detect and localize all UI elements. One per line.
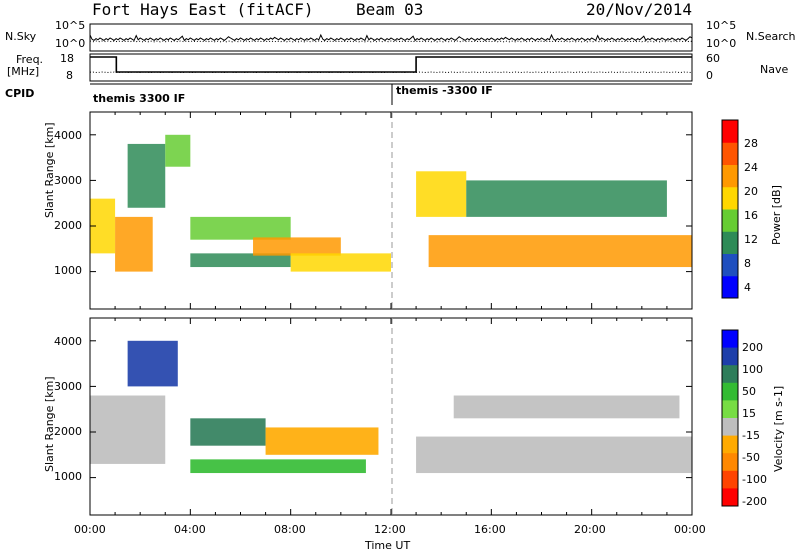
xtick-1600: 16:00 xyxy=(474,523,506,536)
nave-tick-top: 60 xyxy=(706,52,720,65)
vel-cbar-tick-200: 200 xyxy=(742,341,763,354)
velocity-ytick-2000: 2000 xyxy=(54,425,82,438)
nsky-tick-top: 10^5 xyxy=(55,19,86,32)
station-title: Fort Hays East (fitACF) xyxy=(92,0,314,19)
velocity-colorbar-swatch xyxy=(722,400,738,419)
velocity-cell-0 xyxy=(90,395,166,464)
power-ytick-3000: 3000 xyxy=(54,174,82,187)
velocity-heatmap-cells xyxy=(90,340,692,474)
velocity-cell-1 xyxy=(127,340,178,387)
velocity-colorbar-swatch xyxy=(722,365,738,384)
power-colorbar-swatch xyxy=(722,209,738,232)
xtick-1200: 12:00 xyxy=(374,523,406,536)
velocity-colorbar-swatch xyxy=(722,418,738,437)
cpid-mode-2: themis -3300 IF xyxy=(396,84,493,97)
power-cbar-tick-20: 20 xyxy=(744,185,758,198)
power-cell-9 xyxy=(428,235,692,268)
nsky-label: N.Sky xyxy=(5,30,37,43)
velocity-cell-4 xyxy=(190,459,366,474)
power-cell-7 xyxy=(290,253,391,272)
freq-unit-label: [MHz] xyxy=(7,65,40,78)
power-cbar-tick-12: 12 xyxy=(744,233,758,246)
velocity-colorbar-frame xyxy=(721,329,739,507)
freq-trace xyxy=(90,56,692,73)
power-ytick-1000: 1000 xyxy=(54,264,82,277)
velocity-colorbar-label: Velocity [m s-1] xyxy=(772,385,785,472)
power-colorbar-label: Power [dB] xyxy=(770,185,783,245)
velocity-colorbar-swatch xyxy=(722,382,738,401)
xtick-0000-end: 00:00 xyxy=(674,523,706,536)
vel-cbar-tick-minus15: -15 xyxy=(742,429,760,442)
power-ytick-4000: 4000 xyxy=(54,129,82,142)
nsearch-label: N.Search xyxy=(746,30,796,43)
velocity-colorbar-swatch xyxy=(722,470,738,489)
power-heatmap-cells xyxy=(90,134,692,272)
cpid-mode-1: themis 3300 IF xyxy=(93,92,186,105)
nsearch-tick-top: 10^5 xyxy=(706,19,737,32)
power-cell-1 xyxy=(115,216,153,272)
vel-cbar-tick-minus50: -50 xyxy=(742,451,760,464)
nsky-tick-bottom: 10^0 xyxy=(55,37,86,50)
vel-cbar-tick-minus100: -100 xyxy=(742,473,767,486)
velocity-cell-2 xyxy=(190,418,266,446)
freq-tick-top: 18 xyxy=(60,52,74,65)
power-colorbar-swatch xyxy=(722,164,738,188)
freq-label: Freq. xyxy=(16,53,44,66)
date-title: 20/Nov/2014 xyxy=(586,0,692,19)
nsearch-tick-bottom: 10^0 xyxy=(706,37,737,50)
nave-label: Nave xyxy=(760,63,789,76)
velocity-ytick-4000: 4000 xyxy=(54,335,82,348)
vel-cbar-tick-100: 100 xyxy=(742,363,763,376)
velocity-colorbar-swatch xyxy=(722,453,738,472)
power-colorbar-swatch xyxy=(722,253,738,277)
power-cbar-tick-16: 16 xyxy=(744,209,758,222)
power-cell-6 xyxy=(253,237,341,256)
power-cbar-tick-24: 24 xyxy=(744,161,758,174)
velocity-cell-6 xyxy=(453,395,680,419)
velocity-colorbar xyxy=(721,329,739,507)
velocity-colorbar-swatch xyxy=(722,488,738,507)
freq-panel-frame xyxy=(89,53,693,82)
power-colorbar-swatch xyxy=(722,275,738,299)
nave-tick-bottom: 0 xyxy=(706,69,713,82)
power-cell-5 xyxy=(190,253,291,268)
power-cbar-tick-4: 4 xyxy=(744,281,751,294)
power-colorbar-swatch xyxy=(722,186,738,210)
xtick-0800: 08:00 xyxy=(274,523,306,536)
power-cbar-tick-8: 8 xyxy=(744,257,751,270)
beam-title: Beam 03 xyxy=(356,0,424,19)
vel-cbar-tick-50: 50 xyxy=(742,385,756,398)
nsky-trace xyxy=(89,33,693,42)
power-cell-3 xyxy=(165,134,191,167)
power-colorbar-swatch xyxy=(722,231,738,254)
xtick-2000: 20:00 xyxy=(574,523,606,536)
velocity-colorbar-swatch xyxy=(722,347,738,366)
nsearch-trace xyxy=(89,40,693,43)
power-cbar-tick-28: 28 xyxy=(744,137,758,150)
xtick-0400: 04:00 xyxy=(174,523,206,536)
velocity-colorbar-swatch xyxy=(722,435,738,454)
velocity-ytick-3000: 3000 xyxy=(54,380,82,393)
power-ytick-2000: 2000 xyxy=(54,219,82,232)
vel-cbar-tick-15: 15 xyxy=(742,407,756,420)
power-cell-10 xyxy=(466,180,667,217)
power-cell-4 xyxy=(190,216,291,240)
velocity-cell-3 xyxy=(265,427,379,455)
power-cell-8 xyxy=(416,171,467,217)
power-colorbar-frame xyxy=(721,119,739,299)
power-colorbar-swatch xyxy=(722,142,738,165)
xaxis-label: Time UT xyxy=(365,539,411,552)
power-colorbar-swatch xyxy=(722,120,738,143)
freq-tick-bottom: 8 xyxy=(66,69,73,82)
axis-ticks xyxy=(89,112,693,515)
velocity-cell-5 xyxy=(416,436,692,474)
velocity-colorbar-swatch xyxy=(722,330,738,349)
vel-cbar-tick-minus200: -200 xyxy=(742,495,767,508)
power-cell-2 xyxy=(127,143,166,208)
xtick-0000-start: 00:00 xyxy=(74,523,106,536)
power-colorbar xyxy=(721,119,739,299)
cpid-label: CPID xyxy=(5,87,35,100)
velocity-ytick-1000: 1000 xyxy=(54,470,82,483)
